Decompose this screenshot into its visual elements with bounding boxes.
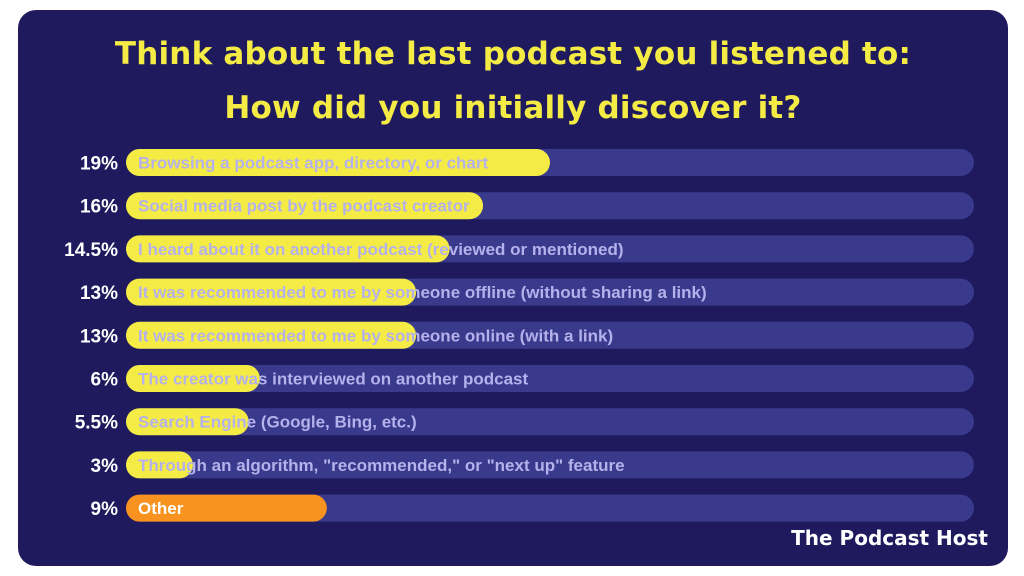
bar-2 [126, 192, 484, 220]
value-label-5: 13% [80, 326, 118, 347]
category-label-8: Through an algorithm, "recommended," or … [138, 456, 625, 475]
bar-8 [126, 451, 193, 479]
category-label-1: Browsing a podcast app, directory, or ch… [138, 154, 488, 173]
category-label-4: It was recommended to me by someone offl… [138, 283, 707, 302]
bar-6 [126, 365, 260, 392]
chart-panel: Think about the last podcast you listene… [18, 10, 1008, 566]
bar-9 [126, 494, 327, 522]
value-label-8: 3% [91, 456, 119, 477]
value-label-1: 19% [80, 154, 118, 175]
chart-title-line-2: How did you initially discover it? [224, 90, 802, 126]
bar-track-6 [126, 365, 974, 392]
value-label-2: 16% [80, 197, 118, 218]
category-label-9: Other [138, 499, 184, 518]
value-label-7: 5.5% [75, 413, 118, 434]
bar-track-8 [126, 451, 974, 479]
value-label-4: 13% [80, 283, 118, 304]
category-label-7: Search Engine (Google, Bing, etc.) [138, 413, 417, 432]
bar-3 [126, 235, 450, 263]
category-label-5: It was recommended to me by someone onli… [138, 326, 613, 345]
bar-track-7 [126, 408, 974, 436]
brand-logo-text: The Podcast Host [791, 526, 988, 550]
value-label-3: 14.5% [64, 240, 118, 261]
value-label-9: 9% [91, 499, 119, 520]
bar-5 [126, 321, 417, 349]
bar-4 [126, 278, 417, 306]
bar-1 [126, 149, 550, 176]
chart-title-line-1: Think about the last podcast you listene… [114, 36, 912, 72]
category-label-6: The creator was interviewed on another p… [138, 370, 528, 389]
bar-7 [126, 408, 249, 436]
bar-chart: 19% Browsing a podcast app, directory, or… [64, 149, 974, 522]
category-label-2: Social media post by the podcast creator [138, 197, 470, 216]
bar-track-9 [126, 494, 974, 522]
value-label-6: 6% [91, 370, 119, 391]
category-label-3: I heard about it on another podcast (rev… [138, 240, 624, 259]
